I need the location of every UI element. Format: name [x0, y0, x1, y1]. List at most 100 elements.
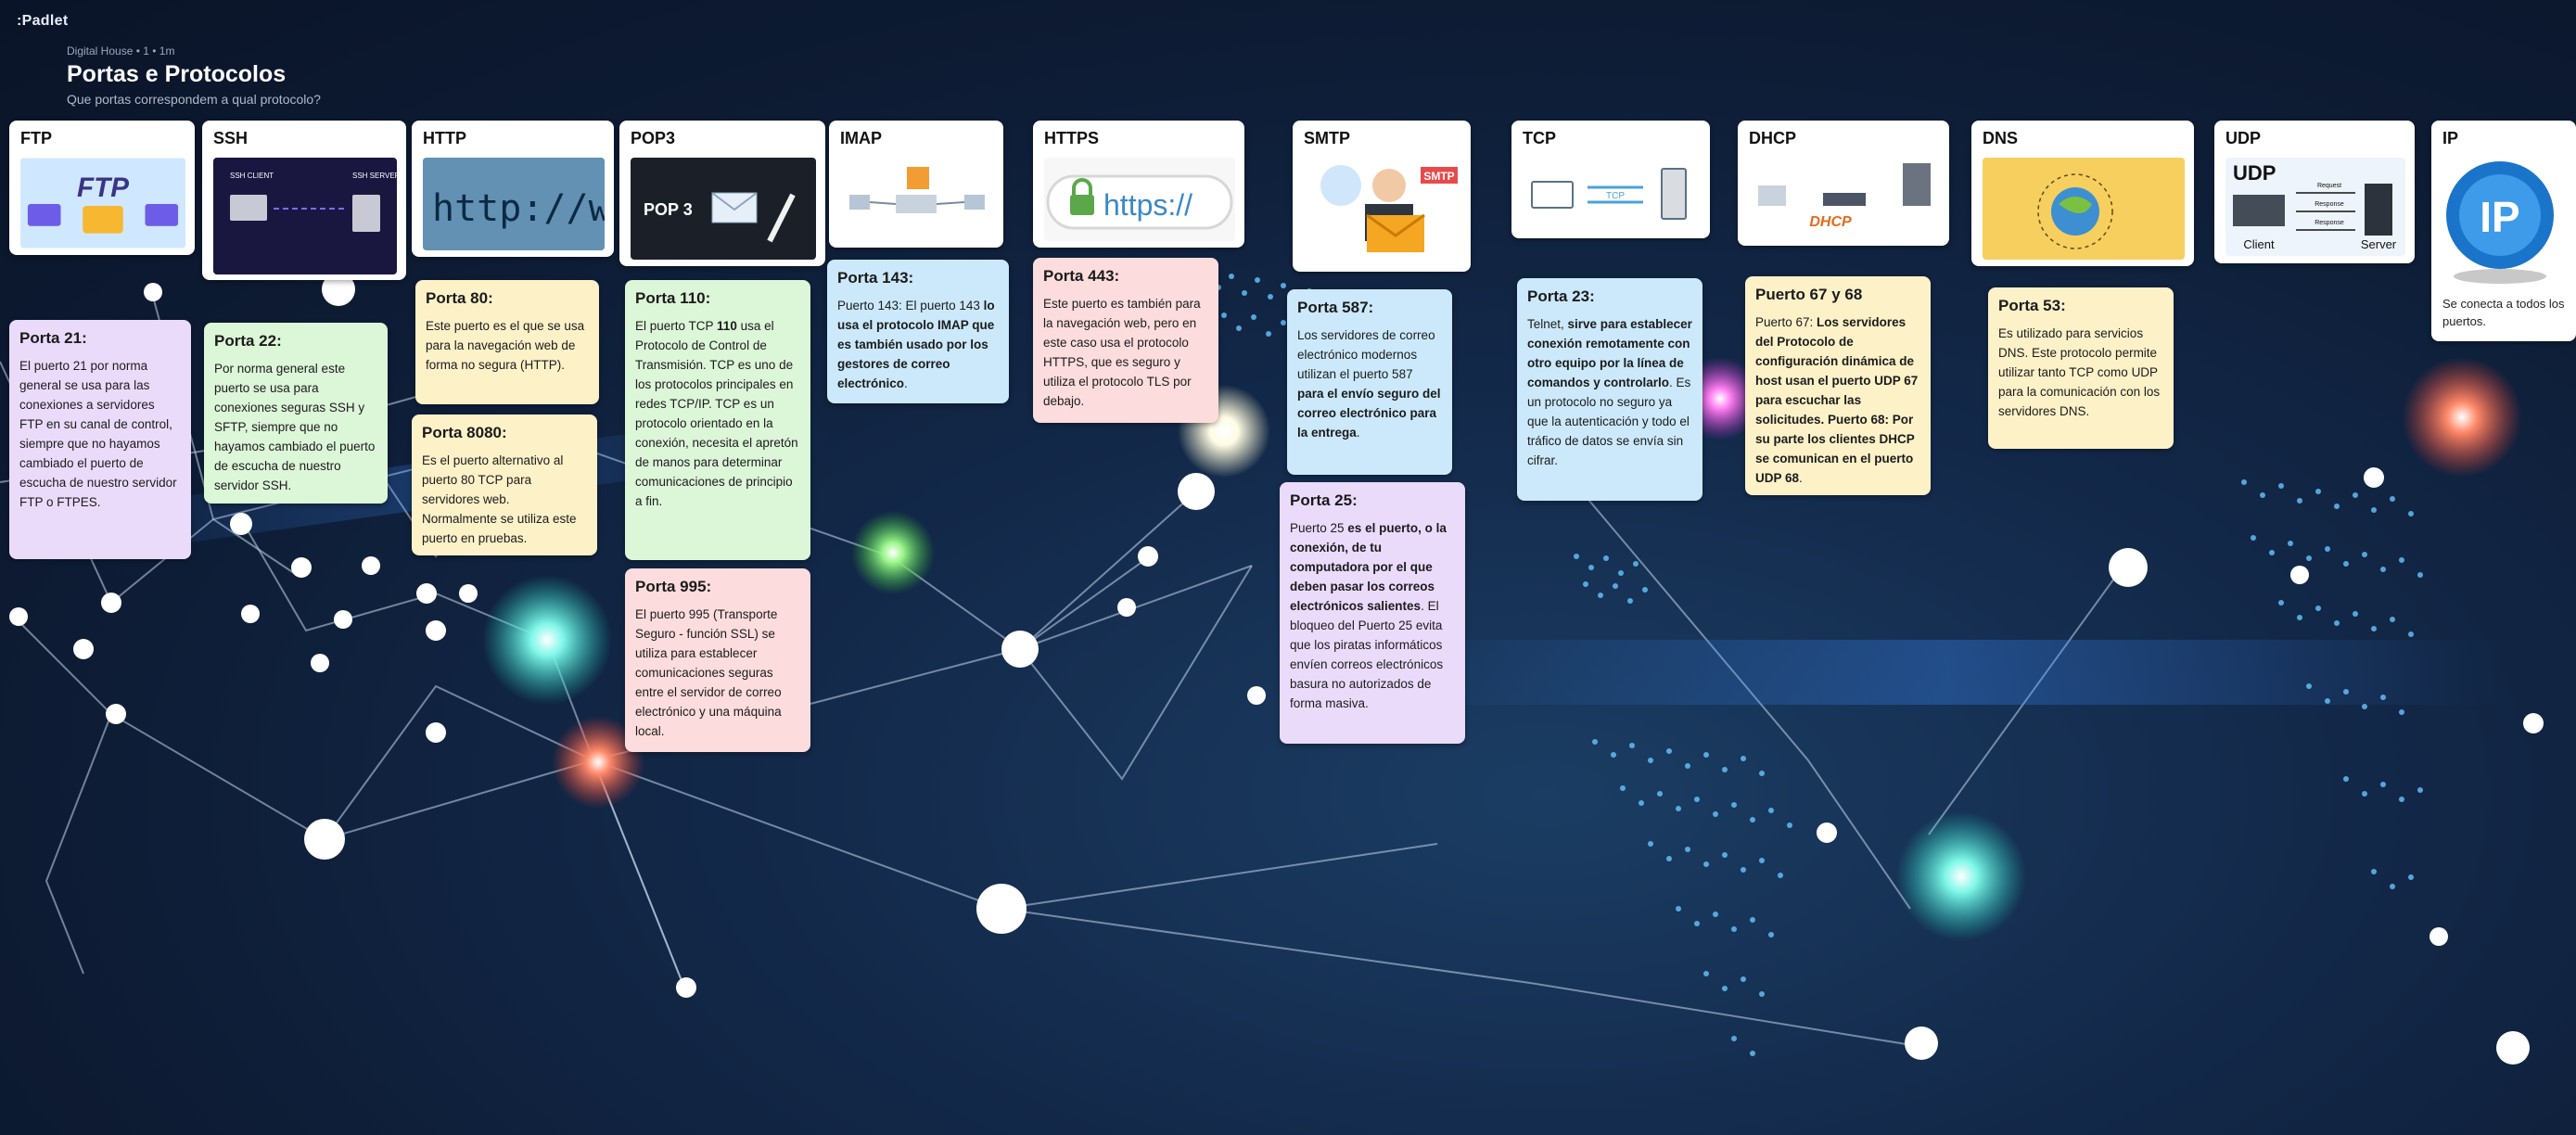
post-body: Por norma general este puerto se usa par…	[214, 362, 376, 492]
post-smtp-porta-25[interactable]: Porta 25: Puerto 25 es el puerto, o la c…	[1280, 482, 1465, 744]
column-dns[interactable]: DNS	[1971, 121, 2194, 266]
column-title: POP3	[631, 129, 676, 147]
post-title: Porta 8080:	[422, 424, 507, 441]
column-pop3[interactable]: POP3 POP 3	[619, 121, 825, 266]
post-body-text: .	[1799, 471, 1803, 485]
column-tcp[interactable]: TCP TCP	[1511, 121, 1710, 238]
board-header: Digital House • 1 • 1m Portas e Protocol…	[67, 45, 321, 107]
column-ftp[interactable]: FTP FTP	[9, 121, 195, 255]
pop3-image-label: POP 3	[644, 200, 693, 219]
post-title: Porta 443:	[1043, 267, 1120, 285]
udp-response-label: Response	[2315, 201, 2344, 208]
column-ip[interactable]: IP IP Se conecta a todos los puertos.	[2431, 121, 2576, 341]
udp-image: UDP Request Response Response Client Ser…	[2225, 158, 2405, 256]
post-body-text: .	[1356, 426, 1360, 440]
tcp-image: TCP	[1523, 158, 1701, 232]
column-title: SMTP	[1304, 129, 1351, 147]
post-title: Porta 22:	[214, 332, 282, 350]
column-title: HTTPS	[1044, 129, 1100, 147]
post-ssh-porta-22[interactable]: Porta 22: Por norma general este puerto …	[204, 323, 388, 504]
column-title: DHCP	[1749, 129, 1797, 147]
post-body-text: .	[904, 376, 908, 390]
ssh-image: SSH CLIENT SSH SERVER	[213, 158, 397, 274]
post-pop3-porta-110[interactable]: Porta 110: El puerto TCP 110 usa el Prot…	[625, 280, 810, 560]
post-body: Telnet, sirve para establecer conexión r…	[1527, 314, 1692, 470]
post-title: Porta 143:	[837, 269, 914, 287]
tcp-image-label: TCP	[1606, 191, 1625, 201]
post-body-text: Puerto 67:	[1755, 315, 1817, 329]
padlet-logo[interactable]: :Padlet	[17, 13, 69, 29]
column-dhcp[interactable]: DHCP DHCP	[1738, 121, 1949, 246]
post-title: Puerto 67 y 68	[1755, 286, 1863, 303]
post-body-text: El puerto TCP	[635, 319, 718, 333]
column-title: SSH	[213, 129, 249, 147]
udp-server-label: Server	[2361, 237, 2397, 251]
column-http[interactable]: HTTP http://www	[412, 121, 614, 257]
post-imap-porta-143[interactable]: Porta 143: Puerto 143: El puerto 143 lo …	[827, 260, 1009, 403]
post-body: Puerto 67: Los servidores del Protocolo …	[1755, 312, 1920, 488]
smtp-image: SMTP	[1304, 158, 1461, 265]
light-beam	[1391, 640, 2504, 705]
post-body-bold: sirve para establecer conexión remotamen…	[1527, 317, 1692, 389]
post-body: El puerto TCP 110 usa el Protocolo de Co…	[635, 316, 800, 511]
post-dns-porta-53[interactable]: Porta 53: Es utilizado para servicios DN…	[1988, 287, 2174, 449]
post-title: Porta 80:	[426, 289, 493, 307]
smtp-image-label: SMTP	[1423, 170, 1454, 183]
https-image: https://	[1044, 158, 1235, 241]
post-body: Es utilizado para servicios DNS. Este pr…	[1998, 326, 2161, 418]
column-title: IP	[2442, 129, 2459, 147]
post-body-bold: es el puerto, o la conexión, de tu compu…	[1290, 521, 1447, 613]
post-title: Porta 21:	[19, 329, 87, 347]
column-title: UDP	[2225, 129, 2262, 147]
column-https[interactable]: HTTPS https://	[1033, 121, 1244, 248]
post-smtp-porta-587[interactable]: Porta 587: Los servidores de correo elec…	[1287, 289, 1452, 475]
dhcp-image: DHCP	[1749, 158, 1940, 239]
network-nodes	[9, 273, 2544, 1065]
ftp-image: FTP	[20, 158, 185, 249]
post-body-text: Los servidores de correo electrónico mod…	[1297, 328, 1435, 381]
ftp-image-label: FTP	[77, 172, 129, 203]
post-body-bold: para el envío seguro del correo electrón…	[1297, 387, 1441, 440]
post-dhcp-puerto-67-68[interactable]: Puerto 67 y 68 Puerto 67: Los servidores…	[1745, 276, 1931, 495]
udp-request-label: Request	[2317, 183, 2341, 189]
post-body-text: Telnet,	[1527, 317, 1568, 331]
column-ssh[interactable]: SSH SSH CLIENT SSH SERVER	[202, 121, 406, 280]
ssh-client-label: SSH CLIENT	[230, 172, 274, 180]
world-map-dots	[1203, 274, 2423, 1056]
post-tcp-porta-23[interactable]: Porta 23: Telnet, sirve para establecer …	[1517, 278, 1702, 501]
post-title: Porta 110:	[635, 289, 711, 307]
pop3-image: POP 3	[631, 158, 816, 260]
post-pop3-porta-995[interactable]: Porta 995: El puerto 995 (Transporte Seg…	[625, 568, 810, 752]
udp-image-big: UDP	[2233, 161, 2276, 185]
post-ftp-porta-21[interactable]: Porta 21: El puerto 21 por norma general…	[9, 320, 191, 559]
post-http-porta-8080[interactable]: Porta 8080: Es el puerto alternativo al …	[412, 414, 597, 555]
column-title: FTP	[20, 129, 52, 147]
post-body: Puerto 143: El puerto 143 lo usa el prot…	[837, 296, 999, 393]
post-title: Porta 53:	[1998, 297, 2066, 314]
imap-image	[840, 158, 994, 241]
post-body-bold: lo usa el protocolo IMAP que es también …	[837, 299, 995, 390]
post-body-text: . El bloqueo del Puerto 25 evita que los…	[1290, 599, 1444, 710]
post-body-text: Puerto 25	[1290, 521, 1348, 535]
post-body: Este puerto es también para la navegació…	[1043, 297, 1201, 408]
column-smtp[interactable]: SMTP SMTP	[1293, 121, 1471, 272]
http-image: http://www	[423, 158, 605, 250]
http-image-label: http://www	[432, 187, 605, 230]
post-http-porta-80[interactable]: Porta 80: Este puerto es el que se usa p…	[415, 280, 599, 404]
column-title: HTTP	[423, 129, 466, 147]
column-imap[interactable]: IMAP	[829, 121, 1003, 248]
udp-response-label-2: Response	[2315, 220, 2344, 226]
post-body: Este puerto es el que se usa para la nav…	[426, 319, 585, 372]
board-meta: Digital House • 1 • 1m	[67, 45, 175, 57]
https-image-label: https://	[1103, 188, 1192, 222]
post-body: El puerto 21 por norma general se usa pa…	[19, 359, 177, 509]
post-body: El puerto 995 (Transporte Seguro - funci…	[635, 607, 782, 738]
post-body: Es el puerto alternativo al puerto 80 TC…	[422, 453, 577, 545]
column-title: DNS	[1983, 129, 2019, 147]
dns-image	[1983, 158, 2185, 260]
udp-client-label: Client	[2243, 237, 2275, 251]
post-body: Puerto 25 es el puerto, o la conexión, d…	[1290, 518, 1455, 713]
post-https-porta-443[interactable]: Porta 443: Este puerto es también para l…	[1033, 258, 1218, 423]
post-title: Porta 23:	[1527, 287, 1595, 305]
column-udp[interactable]: UDP UDP Request Response Response Client…	[2214, 121, 2415, 263]
